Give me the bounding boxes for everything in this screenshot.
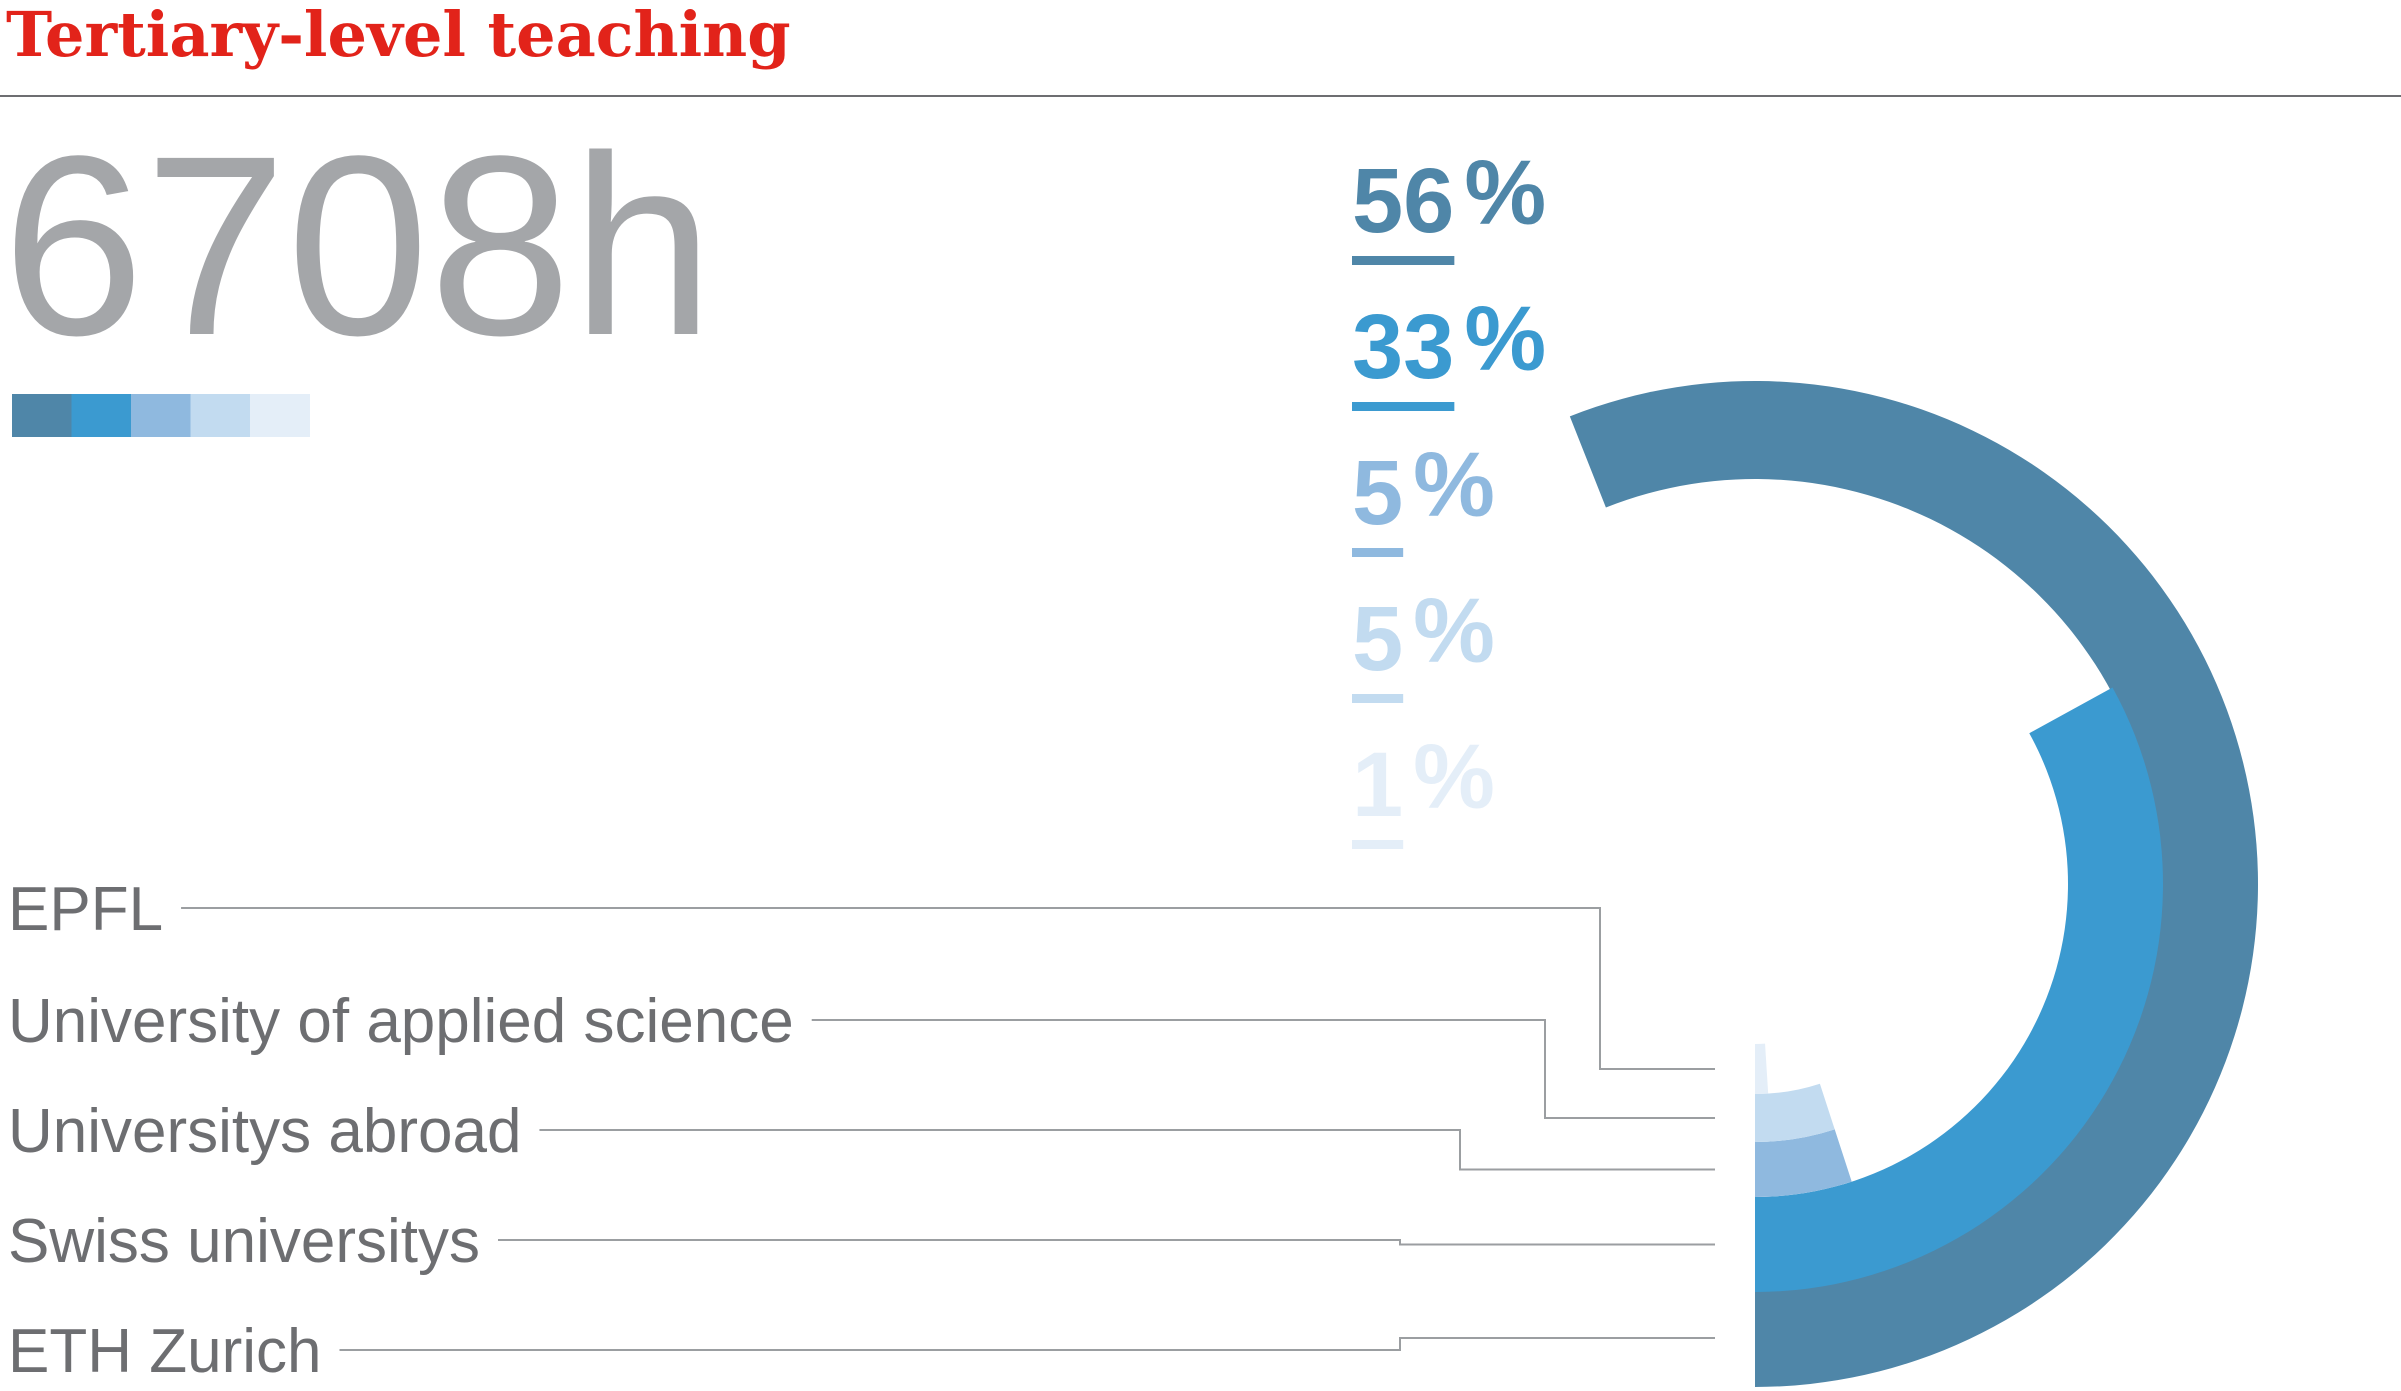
percent-underline: [1352, 694, 1404, 703]
total-hours: 6708h: [2, 103, 714, 389]
percent-label-eth-zurich: 56: [1352, 150, 1454, 252]
swatch-universitys-abroad: [131, 394, 191, 437]
ring-epfl: [1755, 1043, 1769, 1094]
percent-underline: [1352, 840, 1404, 849]
leader-lines: [181, 907, 1715, 1351]
swatch-eth-zurich: [12, 394, 72, 437]
percent-sign: %: [1413, 580, 1495, 682]
percent-sign: %: [1464, 288, 1546, 390]
ring-swiss-universitys: [1755, 687, 2163, 1292]
category-label-epfl: EPFL: [8, 875, 163, 944]
percent-underline: [1352, 256, 1455, 265]
category-label-university-of-applied-science: University of applied science: [8, 987, 794, 1056]
ring-universitys-abroad: [1755, 1129, 1852, 1197]
percent-sign: %: [1413, 434, 1495, 536]
percent-labels: 56 %33 %5 %5 %1%: [1352, 142, 1546, 849]
ring-university-of-applied-science: [1755, 1083, 1835, 1142]
category-label-eth-zurich: ETH Zurich: [8, 1317, 321, 1386]
donut-rings: [1569, 380, 2258, 1387]
percent-label-universitys-abroad: 5: [1352, 442, 1403, 544]
percent-sign: %: [1413, 726, 1495, 828]
leader-line-eth-zurich: [339, 1337, 1715, 1351]
swatch-epfl: [250, 394, 310, 437]
swatch-swiss-universitys: [71, 394, 132, 437]
percent-sign: %: [1464, 142, 1546, 244]
category-label-swiss-universitys: Swiss universitys: [8, 1207, 480, 1276]
percent-label-epfl: 1: [1352, 734, 1403, 836]
percent-label-swiss-universitys: 33: [1352, 296, 1454, 398]
leader-line-universitys-abroad: [539, 1129, 1715, 1171]
color-swatches: [12, 394, 310, 437]
ring-eth-zurich: [1569, 380, 2258, 1387]
percent-underline: [1352, 402, 1455, 411]
category-label-universitys-abroad: Universitys abroad: [8, 1097, 521, 1166]
leader-line-swiss-universitys: [498, 1239, 1715, 1246]
leader-line-university-of-applied-science: [811, 1019, 1715, 1119]
swatch-university-of-applied-science: [190, 394, 251, 437]
percent-label-university-of-applied-science: 5: [1352, 588, 1403, 690]
leader-line-epfl: [181, 907, 1715, 1070]
category-labels: EPFL University of applied science Univers…: [8, 875, 794, 1386]
chart-title: Tertiary-level teaching: [6, 0, 791, 71]
percent-underline: [1352, 548, 1404, 557]
